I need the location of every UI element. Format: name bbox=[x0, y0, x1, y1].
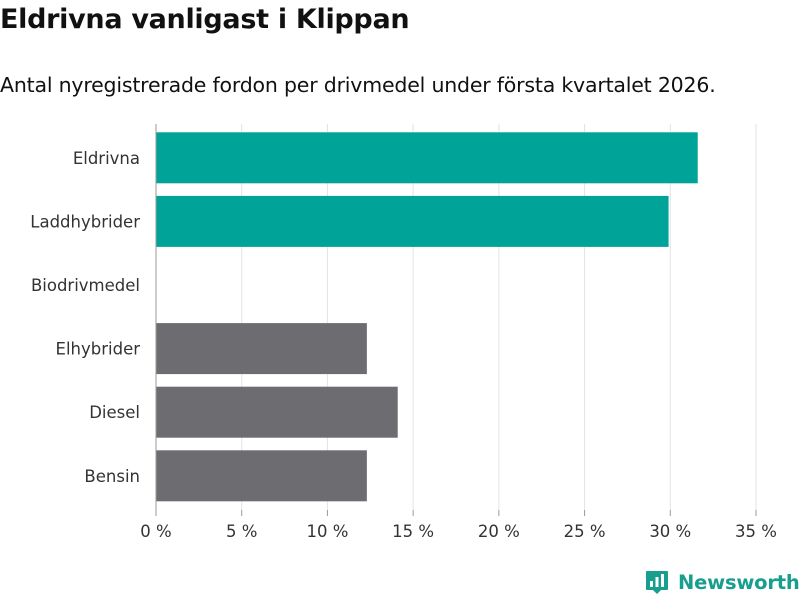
category-label-bensin: Bensin bbox=[84, 467, 140, 486]
category-label-biodrivmedel: Biodrivmedel bbox=[31, 276, 140, 295]
tick-label-35: 35 % bbox=[735, 522, 777, 541]
tick-label-20: 20 % bbox=[478, 522, 520, 541]
bar-diesel bbox=[156, 386, 398, 438]
x-axis-ticks: 0 % 5 % 10 % 15 % 20 % 25 % 30 % 35 % bbox=[140, 510, 777, 541]
bars bbox=[156, 132, 698, 502]
tick-label-0: 0 % bbox=[140, 522, 171, 541]
tick-label-10: 10 % bbox=[306, 522, 348, 541]
newsworthy-brand: Newsworthy bbox=[644, 569, 800, 595]
category-label-elhybrider: Elhybrider bbox=[56, 340, 141, 359]
category-label-diesel: Diesel bbox=[89, 403, 140, 422]
bar-bensin bbox=[156, 450, 367, 502]
bar-chart: Eldrivna Laddhybrider Biodrivmedel Elhybrid… bbox=[30, 124, 777, 541]
category-labels: Eldrivna Laddhybrider Biodrivmedel Elhybrid… bbox=[30, 149, 140, 486]
tick-label-15: 15 % bbox=[392, 522, 434, 541]
tick-label-25: 25 % bbox=[564, 522, 606, 541]
gridlines bbox=[241, 124, 757, 510]
tick-label-5: 5 % bbox=[226, 522, 257, 541]
bar-eldrivna bbox=[156, 132, 698, 184]
brand-name: Newsworthy bbox=[678, 570, 800, 594]
category-label-laddhybrider: Laddhybrider bbox=[30, 212, 140, 231]
newsworthy-logo-icon bbox=[646, 571, 668, 594]
chart-subtitle: Antal nyregistrerade fordon per drivmede… bbox=[0, 73, 716, 97]
bar-laddhybrider bbox=[156, 195, 669, 247]
tick-label-30: 30 % bbox=[649, 522, 691, 541]
chart-title: Eldrivna vanligast i Klippan bbox=[0, 4, 410, 35]
bar-elhybrider bbox=[156, 323, 367, 375]
category-label-eldrivna: Eldrivna bbox=[73, 149, 140, 168]
